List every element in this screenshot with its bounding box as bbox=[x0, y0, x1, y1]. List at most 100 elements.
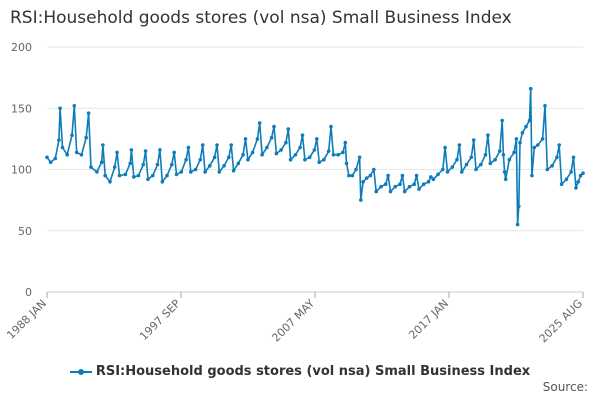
data-point[interactable] bbox=[359, 198, 363, 202]
data-point[interactable] bbox=[398, 182, 402, 186]
data-point[interactable] bbox=[236, 161, 241, 166]
data-point[interactable] bbox=[515, 222, 520, 227]
data-point[interactable] bbox=[265, 145, 269, 150]
data-point[interactable] bbox=[193, 167, 198, 172]
data-point[interactable] bbox=[460, 170, 464, 174]
data-point[interactable] bbox=[255, 137, 260, 141]
data-point[interactable] bbox=[527, 118, 532, 123]
data-point[interactable] bbox=[559, 182, 564, 186]
data-point[interactable] bbox=[300, 133, 305, 137]
data-point[interactable] bbox=[186, 145, 191, 150]
data-point[interactable] bbox=[574, 186, 578, 190]
data-point[interactable] bbox=[274, 151, 279, 156]
data-point[interactable] bbox=[361, 180, 365, 184]
data-point[interactable] bbox=[357, 155, 362, 160]
data-point[interactable] bbox=[303, 157, 307, 162]
data-point[interactable] bbox=[208, 164, 212, 168]
data-point[interactable] bbox=[421, 182, 426, 186]
data-point[interactable] bbox=[260, 153, 264, 157]
data-point[interactable] bbox=[95, 170, 99, 174]
data-point[interactable] bbox=[518, 140, 522, 145]
data-point[interactable] bbox=[257, 121, 262, 125]
data-point[interactable] bbox=[222, 164, 226, 168]
data-point[interactable] bbox=[412, 182, 417, 186]
data-point[interactable] bbox=[129, 148, 134, 152]
data-point[interactable] bbox=[493, 157, 497, 162]
data-point[interactable] bbox=[189, 170, 193, 174]
data-point[interactable] bbox=[402, 189, 407, 194]
data-point[interactable] bbox=[329, 124, 333, 129]
data-point[interactable] bbox=[483, 153, 488, 157]
data-point[interactable] bbox=[286, 127, 291, 131]
data-point[interactable] bbox=[322, 157, 326, 162]
data-point[interactable] bbox=[158, 148, 162, 152]
data-point[interactable] bbox=[103, 173, 107, 178]
data-point[interactable] bbox=[241, 153, 245, 157]
data-point[interactable] bbox=[443, 145, 447, 150]
data-point[interactable] bbox=[60, 145, 65, 150]
data-point[interactable] bbox=[170, 162, 174, 167]
data-point[interactable] bbox=[155, 162, 160, 167]
data-point[interactable] bbox=[386, 173, 390, 178]
data-point[interactable] bbox=[57, 138, 61, 142]
data-point[interactable] bbox=[450, 165, 455, 169]
data-point[interactable] bbox=[136, 173, 141, 178]
data-point[interactable] bbox=[317, 160, 322, 164]
data-point[interactable] bbox=[532, 145, 537, 150]
data-point[interactable] bbox=[70, 133, 74, 137]
data-point[interactable] bbox=[536, 143, 540, 147]
data-point[interactable] bbox=[576, 180, 580, 184]
data-point[interactable] bbox=[128, 161, 132, 166]
data-point[interactable] bbox=[471, 138, 476, 142]
data-point[interactable] bbox=[507, 157, 512, 162]
data-point[interactable] bbox=[578, 173, 583, 178]
data-point[interactable] bbox=[479, 162, 483, 167]
data-point[interactable] bbox=[571, 155, 576, 160]
data-point[interactable] bbox=[123, 172, 128, 177]
data-point[interactable] bbox=[203, 170, 207, 174]
data-point[interactable] bbox=[84, 135, 88, 140]
data-point[interactable] bbox=[486, 133, 490, 137]
data-point[interactable] bbox=[298, 145, 302, 150]
data-point[interactable] bbox=[141, 162, 146, 167]
data-point[interactable] bbox=[198, 157, 203, 162]
data-point[interactable] bbox=[229, 143, 233, 147]
data-point[interactable] bbox=[315, 137, 319, 141]
data-point[interactable] bbox=[212, 155, 217, 160]
data-point[interactable] bbox=[279, 148, 283, 152]
data-point[interactable] bbox=[500, 118, 505, 123]
data-point[interactable] bbox=[414, 173, 419, 178]
data-point[interactable] bbox=[227, 155, 231, 160]
data-point[interactable] bbox=[368, 173, 373, 178]
data-point[interactable] bbox=[200, 143, 205, 147]
data-point[interactable] bbox=[498, 149, 502, 153]
data-point[interactable] bbox=[217, 170, 222, 174]
data-point[interactable] bbox=[89, 165, 93, 169]
data-point[interactable] bbox=[350, 173, 355, 178]
data-point[interactable] bbox=[307, 155, 312, 160]
data-point[interactable] bbox=[331, 153, 336, 157]
data-point[interactable] bbox=[400, 173, 405, 178]
data-point[interactable] bbox=[143, 149, 148, 153]
data-point[interactable] bbox=[383, 182, 388, 186]
data-point[interactable] bbox=[469, 155, 474, 160]
data-point[interactable] bbox=[543, 104, 547, 108]
data-point[interactable] bbox=[45, 155, 49, 160]
data-point[interactable] bbox=[445, 170, 450, 174]
data-point[interactable] bbox=[520, 131, 525, 135]
data-point[interactable] bbox=[336, 153, 341, 157]
data-point[interactable] bbox=[72, 104, 77, 108]
data-point[interactable] bbox=[564, 177, 569, 182]
data-point[interactable] bbox=[312, 148, 317, 152]
data-point[interactable] bbox=[117, 173, 122, 178]
data-point[interactable] bbox=[557, 143, 561, 147]
data-point[interactable] bbox=[545, 167, 550, 172]
data-point[interactable] bbox=[540, 137, 545, 141]
data-point[interactable] bbox=[341, 150, 345, 155]
data-point[interactable] bbox=[503, 177, 508, 182]
data-point[interactable] bbox=[555, 155, 559, 160]
data-point[interactable] bbox=[517, 204, 521, 209]
data-point[interactable] bbox=[151, 173, 155, 178]
data-point[interactable] bbox=[174, 172, 179, 177]
data-point[interactable] bbox=[115, 150, 119, 155]
